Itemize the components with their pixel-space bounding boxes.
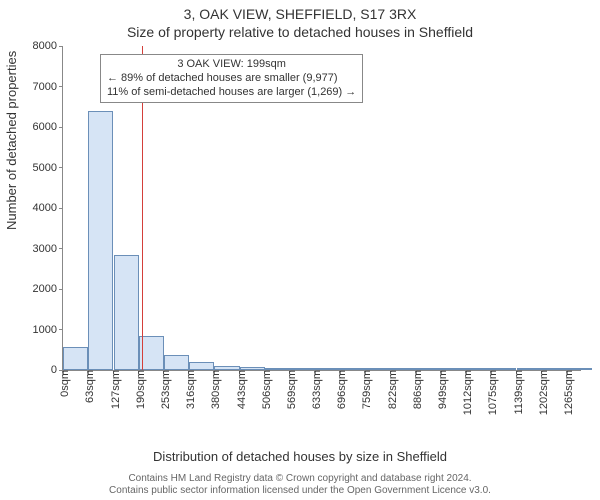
histogram-bar [441, 368, 466, 370]
x-tick-label: 1012sqm [458, 370, 474, 415]
annotation-line1: 3 OAK VIEW: 199sqm [107, 58, 356, 72]
x-axis-label: Distribution of detached houses by size … [0, 449, 600, 464]
histogram-bar [164, 355, 189, 370]
y-tick-label: 1000 [33, 324, 63, 336]
y-tick-label: 3000 [33, 243, 63, 255]
x-tick-label: 633sqm [307, 370, 323, 409]
x-tick-label: 1202sqm [534, 370, 550, 415]
y-tick-label: 6000 [33, 121, 63, 133]
x-tick-label: 569sqm [282, 370, 298, 409]
x-tick-label: 949sqm [433, 370, 449, 409]
histogram-bar [416, 368, 441, 370]
x-tick-label: 0sqm [55, 370, 71, 397]
x-tick-label: 1139sqm [509, 370, 525, 414]
x-tick-label: 506sqm [257, 370, 273, 409]
x-tick-label: 443sqm [232, 370, 248, 409]
histogram-bar [114, 255, 139, 370]
x-tick-label: 1265sqm [559, 370, 575, 415]
histogram-bar [567, 368, 592, 370]
histogram-bar [63, 347, 88, 370]
annotation-line3: 11% of semi-detached houses are larger (… [107, 86, 356, 100]
y-tick-label: 5000 [33, 162, 63, 174]
histogram-bar [466, 368, 491, 370]
x-tick-label: 822sqm [383, 370, 399, 409]
x-tick-label: 759sqm [357, 370, 373, 409]
chart-root: 3, OAK VIEW, SHEFFIELD, S17 3RX Size of … [0, 0, 600, 500]
x-tick-label: 63sqm [80, 370, 96, 403]
y-tick-label: 2000 [33, 283, 63, 295]
x-tick-label: 696sqm [332, 370, 348, 409]
y-axis-label: Number of detached properties [4, 51, 19, 230]
histogram-bar [315, 368, 340, 370]
y-tick-label: 7000 [33, 81, 63, 93]
histogram-bar [542, 368, 567, 370]
x-tick-label: 1075sqm [483, 370, 499, 415]
histogram-bar [340, 368, 365, 370]
x-tick-label: 886sqm [408, 370, 424, 409]
histogram-bar [189, 362, 214, 370]
histogram-bar [265, 368, 290, 370]
chart-title-line1: 3, OAK VIEW, SHEFFIELD, S17 3RX [0, 6, 600, 22]
x-tick-label: 253sqm [156, 370, 172, 409]
histogram-bar [240, 367, 265, 370]
histogram-bar [517, 368, 542, 370]
histogram-bar [214, 366, 239, 370]
x-tick-label: 380sqm [206, 370, 222, 409]
footer-line1: Contains HM Land Registry data © Crown c… [0, 473, 600, 484]
histogram-bar [491, 368, 516, 370]
histogram-bar [88, 111, 113, 370]
annotation-line2: ← 89% of detached houses are smaller (9,… [107, 72, 356, 86]
chart-title-line2: Size of property relative to detached ho… [0, 24, 600, 40]
x-tick-label: 127sqm [106, 370, 122, 409]
y-tick-label: 8000 [33, 40, 63, 52]
x-tick-label: 190sqm [131, 370, 147, 409]
footer-line2: Contains public sector information licen… [0, 485, 600, 496]
histogram-bar [365, 368, 390, 370]
histogram-bar [391, 368, 416, 370]
y-tick-label: 4000 [33, 202, 63, 214]
x-tick-label: 316sqm [181, 370, 197, 409]
histogram-bar [290, 368, 315, 370]
annotation-box: 3 OAK VIEW: 199sqm← 89% of detached hous… [100, 54, 363, 103]
